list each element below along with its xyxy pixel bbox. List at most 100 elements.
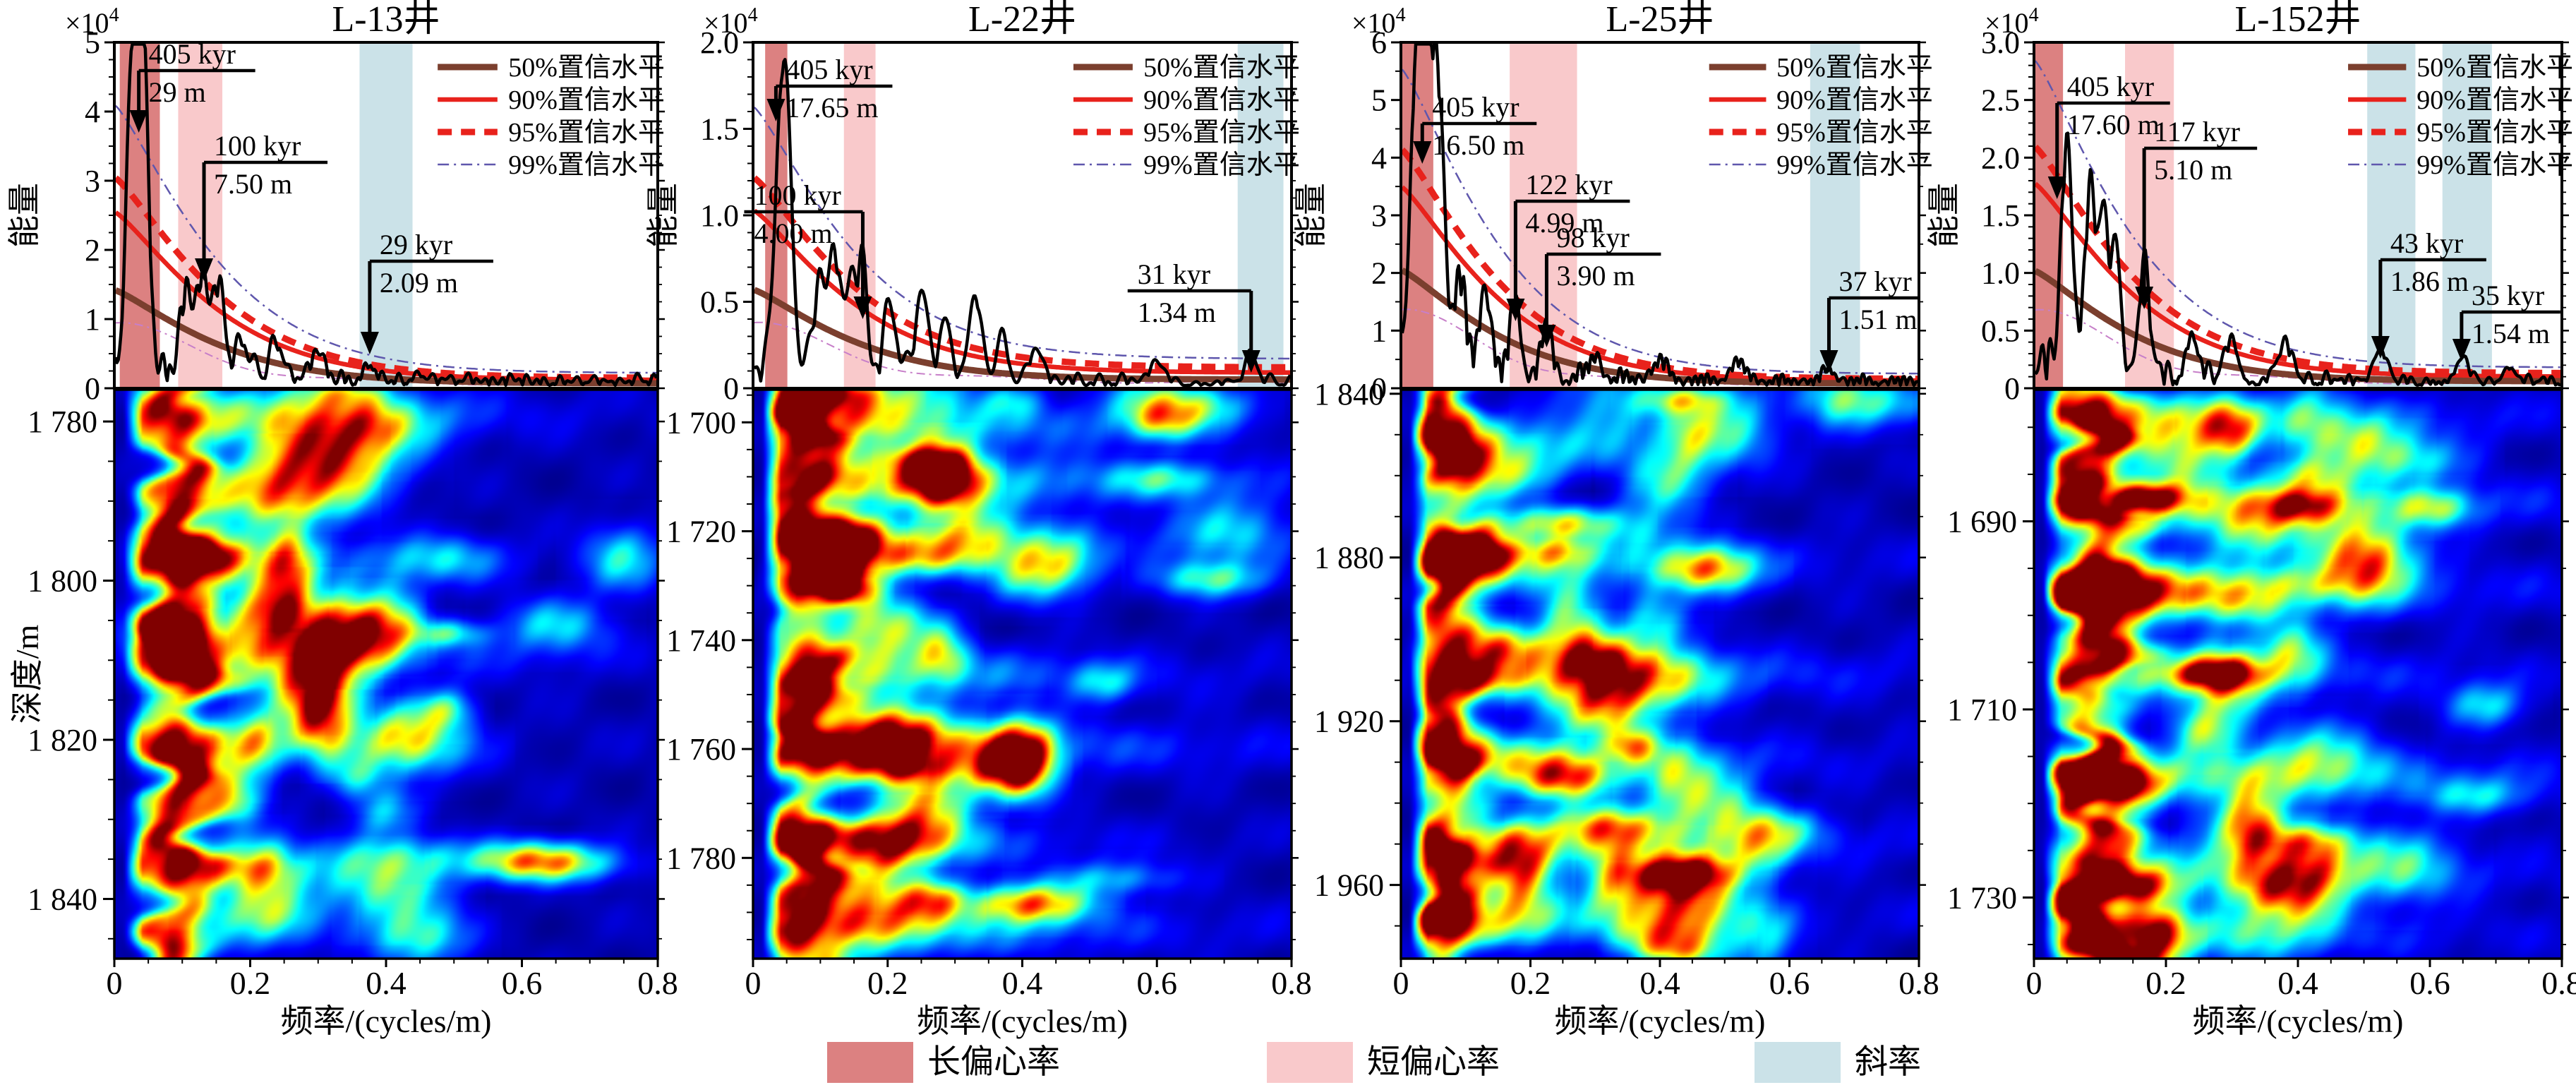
annotation-wavelength: 4.99 m — [1525, 207, 1603, 239]
cycle-color-legend: 长偏心率 短偏心率 斜率 — [0, 1042, 2576, 1084]
annotation-405 kyr: 405 kyr 17.60 m — [2047, 71, 2170, 199]
annotation-405 kyr: 405 kyr 16.50 m — [1413, 91, 1537, 164]
legend-label: 90%置信水平 — [1143, 85, 1300, 115]
annotation-wavelength: 1.34 m — [1138, 296, 1216, 328]
legend-label: 95%置信水平 — [508, 118, 665, 148]
y-scale-label: ×104 — [704, 4, 758, 39]
legend-label: 99%置信水平 — [508, 150, 665, 180]
legend-label: 50%置信水平 — [1776, 53, 1933, 83]
obliquity-band — [2442, 42, 2492, 388]
energy-tick-label: 2.0 — [700, 25, 739, 60]
energy-tick-label: 1 — [1371, 313, 1387, 348]
annotation-wavelength: 4.00 m — [754, 217, 832, 249]
depth-tick-label: 1 760 — [666, 732, 736, 767]
energy-tick-label: 3 — [85, 164, 100, 198]
annotation-43 kyr: 43 kyr 1.86 m — [2371, 227, 2486, 359]
panel-title: L-22井 — [968, 0, 1076, 40]
depth-tick-label: 1 780 — [666, 841, 736, 875]
energy-tick-label: 1.5 — [700, 112, 739, 147]
freq-tick-label: 0.6 — [2409, 965, 2450, 1001]
energy-tick-label: 2.5 — [1981, 83, 2020, 118]
freq-tick-label: 0.8 — [2541, 965, 2576, 1001]
annotation-wavelength: 1.86 m — [2390, 265, 2469, 297]
annotation-period: 405 kyr — [786, 54, 872, 85]
depth-tick-label: 1 800 — [28, 564, 97, 599]
annotation-period: 43 kyr — [2390, 227, 2463, 259]
freq-tick-label: 0.6 — [1769, 965, 1810, 1001]
panel-title: L-13井 — [332, 0, 440, 40]
legend-label: 99%置信水平 — [1143, 150, 1300, 180]
legend-label: 50%置信水平 — [1143, 53, 1300, 83]
depth-tick-label: 1 920 — [1314, 705, 1384, 739]
depth-axis-label: 深度/m — [9, 624, 45, 724]
freq-tick-label: 0.8 — [1898, 965, 1939, 1001]
confidence-90-curve — [2034, 181, 2561, 379]
energy-tick-label: 6 — [1371, 25, 1387, 60]
annotation-period: 100 kyr — [754, 179, 841, 211]
annotation-100 kyr: 100 kyr 7.50 m — [195, 130, 328, 281]
legend-item-short-eccentricity: 短偏心率 — [1267, 1042, 1500, 1084]
legend-label: 50%置信水平 — [508, 53, 665, 83]
freq-tick-label: 0.8 — [1271, 965, 1312, 1001]
long_eccentricity-band — [2035, 42, 2064, 388]
annotation-period: 122 kyr — [1525, 169, 1612, 200]
annotation-period: 37 kyr — [1838, 265, 1911, 297]
energy-axis-label: 能量 — [1293, 183, 1329, 248]
freq-tick-label: 0 — [107, 965, 123, 1001]
panel-title: L-25井 — [1606, 0, 1714, 40]
energy-tick-label: 0 — [1371, 371, 1387, 406]
energy-tick-label: 0 — [723, 371, 739, 406]
long-eccentricity-label: 长偏心率 — [927, 1044, 1060, 1081]
obliquity-band — [1810, 42, 1860, 388]
freq-axis-label: 频率/(cycles/m) — [2193, 1003, 2404, 1039]
power-spectrum-curve — [753, 58, 1292, 388]
annotation-37 kyr: 37 kyr 1.51 m — [1819, 265, 1919, 373]
freq-axis-label: 频率/(cycles/m) — [281, 1003, 492, 1039]
freq-tick-label: 0.4 — [366, 965, 407, 1001]
freq-tick-label: 0.2 — [230, 965, 271, 1001]
obliquity-band — [1237, 42, 1284, 388]
freq-tick-label: 0.6 — [502, 965, 543, 1001]
legend-item-long-eccentricity: 长偏心率 — [827, 1042, 1060, 1084]
annotation-405 kyr: 405 kyr 17.65 m — [766, 54, 893, 124]
freq-tick-label: 0.4 — [1639, 965, 1680, 1001]
annotation-wavelength: 5.10 m — [2154, 154, 2232, 186]
freq-tick-label: 0.2 — [867, 965, 908, 1001]
energy-tick-label: 1.0 — [700, 198, 739, 233]
annotation-98 kyr: 98 kyr 3.90 m — [1537, 222, 1661, 347]
energy-tick-label: 1 — [85, 302, 100, 337]
annotation-period: 98 kyr — [1556, 222, 1629, 253]
confidence-95-curve — [2034, 145, 2561, 376]
energy-axis-label: 能量 — [1926, 183, 1962, 248]
annotation-period: 405 kyr — [1432, 91, 1519, 123]
energy-tick-label: 3 — [1371, 198, 1387, 233]
confidence-90-curve — [114, 210, 657, 383]
confidence-99-curve — [114, 104, 657, 374]
freq-tick-label: 0.4 — [2277, 965, 2318, 1001]
freq-tick-label: 0.2 — [1510, 965, 1551, 1001]
legend-label: 99%置信水平 — [1776, 150, 1933, 180]
freq-axis-label: 频率/(cycles/m) — [917, 1003, 1128, 1039]
energy-tick-label: 2.0 — [1981, 140, 2020, 175]
annotation-wavelength: 17.60 m — [2067, 109, 2160, 140]
wavelet-heatmap-3 — [2034, 390, 2562, 959]
annotation-period: 117 kyr — [2154, 116, 2240, 148]
confidence-99-curve — [2034, 60, 2561, 368]
wavelet-heatmap-2 — [1401, 390, 1919, 959]
energy-axis-label: 能量 — [6, 183, 42, 248]
legend-label: 90%置信水平 — [508, 85, 665, 115]
energy-axis-label: 能量 — [645, 183, 681, 248]
depth-tick-label: 1 840 — [1314, 377, 1384, 412]
energy-tick-label: 1.5 — [1981, 198, 2020, 233]
freq-tick-label: 0.4 — [1002, 965, 1043, 1001]
freq-tick-label: 0 — [745, 965, 762, 1001]
energy-tick-label: 3.0 — [1981, 25, 2020, 60]
wavelet-heatmap-1 — [753, 390, 1292, 959]
legend-label: 95%置信水平 — [1776, 118, 1933, 148]
annotation-period: 31 kyr — [1138, 258, 1210, 290]
wavelet-heatmap-0 — [114, 390, 658, 959]
short_eccentricity-band — [843, 42, 876, 388]
